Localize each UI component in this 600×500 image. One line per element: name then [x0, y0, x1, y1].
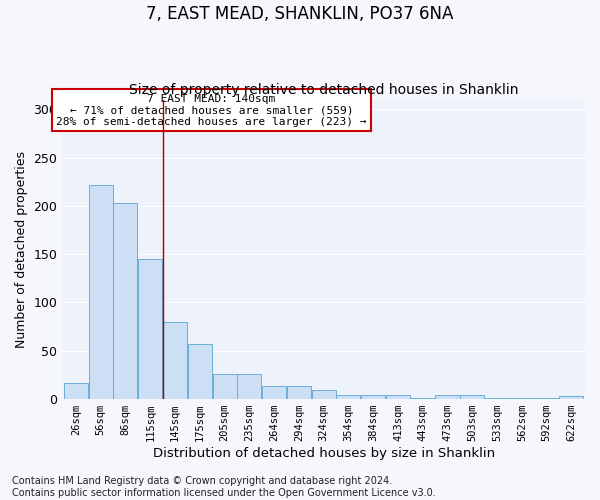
- Bar: [287, 386, 311, 399]
- Text: 7 EAST MEAD: 140sqm
← 71% of detached houses are smaller (559)
28% of semi-detac: 7 EAST MEAD: 140sqm ← 71% of detached ho…: [56, 94, 367, 127]
- Bar: [262, 386, 286, 399]
- Bar: [361, 395, 385, 399]
- Bar: [188, 344, 212, 399]
- Bar: [510, 398, 534, 399]
- Bar: [311, 390, 335, 399]
- Bar: [436, 395, 460, 399]
- Text: 7, EAST MEAD, SHANKLIN, PO37 6NA: 7, EAST MEAD, SHANKLIN, PO37 6NA: [146, 5, 454, 23]
- Bar: [163, 322, 187, 399]
- Bar: [411, 398, 435, 399]
- Text: Contains HM Land Registry data © Crown copyright and database right 2024.
Contai: Contains HM Land Registry data © Crown c…: [12, 476, 436, 498]
- Bar: [138, 259, 162, 399]
- Title: Size of property relative to detached houses in Shanklin: Size of property relative to detached ho…: [129, 83, 518, 97]
- Bar: [386, 395, 410, 399]
- Bar: [535, 398, 559, 399]
- Bar: [113, 203, 137, 399]
- Y-axis label: Number of detached properties: Number of detached properties: [15, 151, 28, 348]
- Bar: [337, 395, 361, 399]
- Bar: [238, 374, 262, 399]
- Bar: [64, 382, 88, 399]
- Bar: [485, 398, 509, 399]
- Bar: [89, 184, 113, 399]
- Bar: [212, 374, 236, 399]
- Bar: [559, 396, 583, 399]
- X-axis label: Distribution of detached houses by size in Shanklin: Distribution of detached houses by size …: [152, 447, 495, 460]
- Bar: [460, 395, 484, 399]
